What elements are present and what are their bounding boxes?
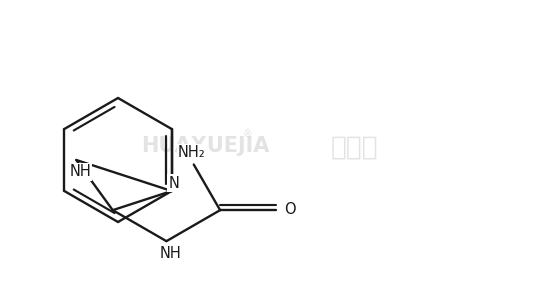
Text: O: O: [284, 202, 296, 217]
Text: 化学加: 化学加: [331, 135, 379, 161]
Text: NH: NH: [160, 246, 181, 261]
Text: ®: ®: [243, 129, 253, 139]
Text: NH₂: NH₂: [178, 145, 206, 160]
Text: NH: NH: [69, 164, 91, 179]
Text: HUAXUEJIA: HUAXUEJIA: [141, 136, 269, 156]
Text: N: N: [168, 176, 179, 190]
